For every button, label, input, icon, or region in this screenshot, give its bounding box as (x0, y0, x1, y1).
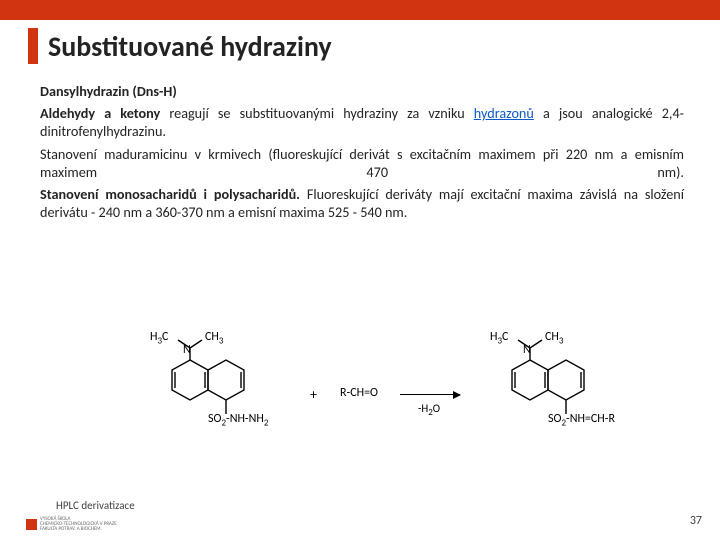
page-number: 37 (690, 514, 702, 528)
para1-bold: Dansylhydrazin (Dns-H) (40, 82, 177, 100)
logo-l3: FAKULTA POTRAV. A BIOCHEM. (40, 527, 117, 532)
ch3-right: CH3 (545, 330, 563, 346)
para-3: Stanovení maduramicinu v krmivech (fluor… (40, 145, 684, 181)
para4-bold: Stanovení monosacharidů i polysacharidů. (40, 185, 300, 203)
reaction-diagram: H3C CH3 N SO2-NH-NH2 + R-CH=O -H2O H3C C… (0, 320, 720, 480)
reaction-arrow (400, 394, 460, 395)
content-body: Dansylhydrazin (Dns-H) Aldehydy a ketony… (40, 82, 684, 221)
h3c-left: H3C (150, 330, 168, 346)
naphthalene-left (150, 330, 270, 450)
para-2: Aldehydy a ketony reagují se substituova… (40, 104, 684, 140)
footer-label: HPLC derivatizace (56, 499, 135, 512)
n-left: N (183, 343, 191, 357)
title-block: Substituované hydraziny (28, 28, 720, 64)
para2-link[interactable]: hydrazonů (474, 104, 534, 122)
n-right: N (523, 343, 531, 357)
logo: VYSOKÁ ŠKOLA CHEMICKO-TECHNOLOGICKÁ V PR… (26, 517, 117, 532)
logo-text: VYSOKÁ ŠKOLA CHEMICKO-TECHNOLOGICKÁ V PR… (40, 517, 117, 532)
para2-a: reagují se substituovanými hydraziny za … (160, 104, 474, 122)
para-1: Dansylhydrazin (Dns-H) (40, 82, 684, 100)
logo-square (26, 519, 37, 530)
so2-left: SO2-NH-NH2 (208, 412, 268, 428)
rcho-label: R-CH=O (340, 386, 378, 400)
naphthalene-right (490, 330, 610, 450)
title-accent (28, 28, 38, 64)
h3c-right: H3C (490, 330, 508, 346)
h2o-loss: -H2O (418, 402, 440, 418)
ch3-left: CH3 (205, 330, 223, 346)
page-title: Substituované hydraziny (48, 29, 332, 64)
para2-bold: Aldehydy a ketony (40, 104, 160, 122)
molecule-left: H3C CH3 N SO2-NH-NH2 (150, 330, 270, 455)
para-4: Stanovení monosacharidů i polysacharidů.… (40, 185, 684, 221)
plus-sign: + (310, 386, 317, 403)
so2-right: SO2-NH=CH-R (548, 412, 615, 428)
top-bar (0, 0, 720, 20)
molecule-right: H3C CH3 N SO2-NH=CH-R (490, 330, 610, 455)
